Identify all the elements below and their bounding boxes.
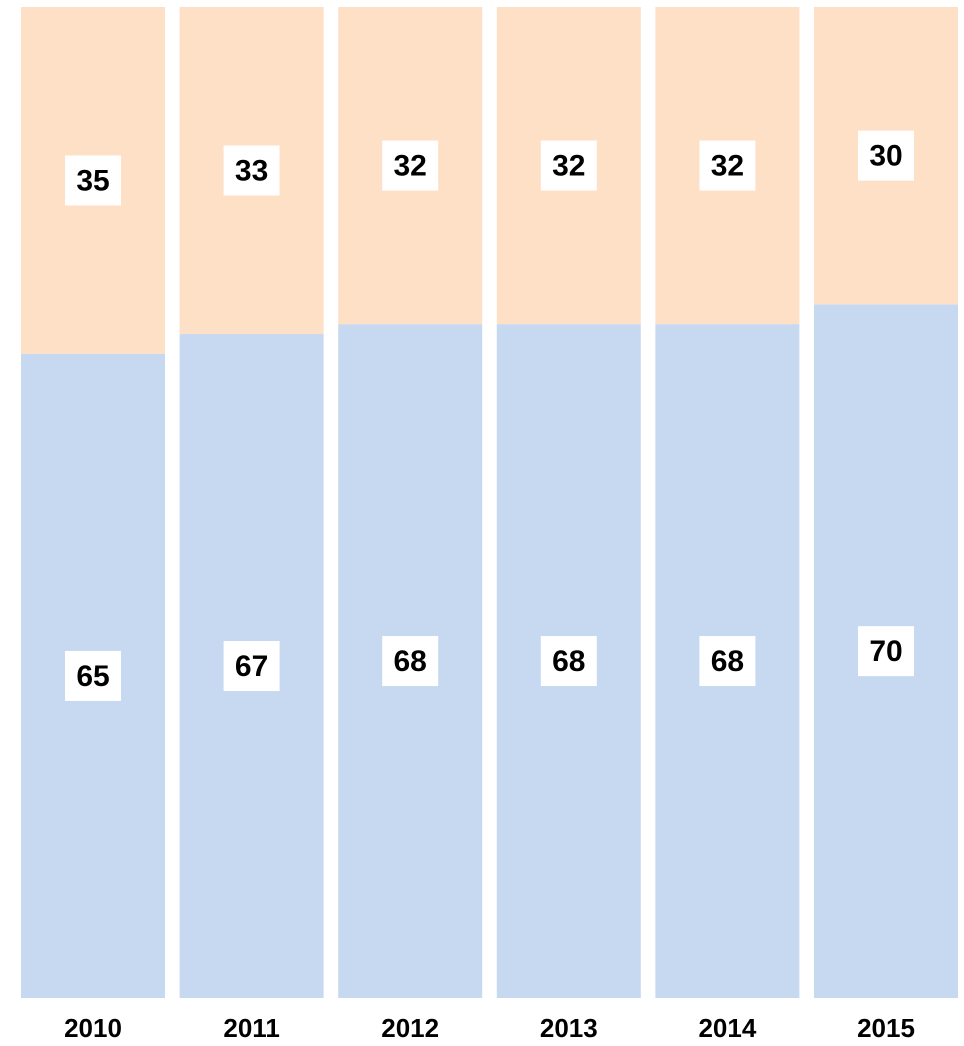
value-label: 68 xyxy=(711,645,744,678)
x-tick-label: 2014 xyxy=(698,1013,756,1043)
value-label: 65 xyxy=(76,660,109,693)
x-tick-label: 2011 xyxy=(223,1013,279,1043)
value-label-box xyxy=(65,155,121,206)
value-label-box xyxy=(382,140,439,191)
x-tick-label: 2015 xyxy=(857,1013,915,1043)
x-tick-label: 2010 xyxy=(64,1013,122,1043)
value-label: 35 xyxy=(76,164,109,197)
value-label: 33 xyxy=(235,154,268,187)
value-label-box xyxy=(223,145,280,196)
value-label: 70 xyxy=(869,635,902,668)
value-label-box xyxy=(65,650,121,701)
value-label: 32 xyxy=(394,149,427,182)
value-label-box xyxy=(858,626,914,677)
value-label: 67 xyxy=(235,650,268,683)
value-label-box xyxy=(858,130,914,181)
x-tick-label: 2012 xyxy=(381,1013,439,1043)
value-label: 32 xyxy=(711,149,744,182)
value-label-box xyxy=(540,140,597,191)
value-label-box xyxy=(699,140,756,191)
value-label-box xyxy=(382,636,439,687)
value-label-box xyxy=(540,636,597,687)
value-label: 68 xyxy=(394,645,427,678)
x-tick-label: 2013 xyxy=(540,1013,598,1043)
value-label: 30 xyxy=(869,140,902,173)
value-label: 32 xyxy=(552,149,585,182)
value-label-box xyxy=(699,636,756,687)
value-label: 68 xyxy=(552,645,585,678)
value-label-box xyxy=(223,641,280,692)
